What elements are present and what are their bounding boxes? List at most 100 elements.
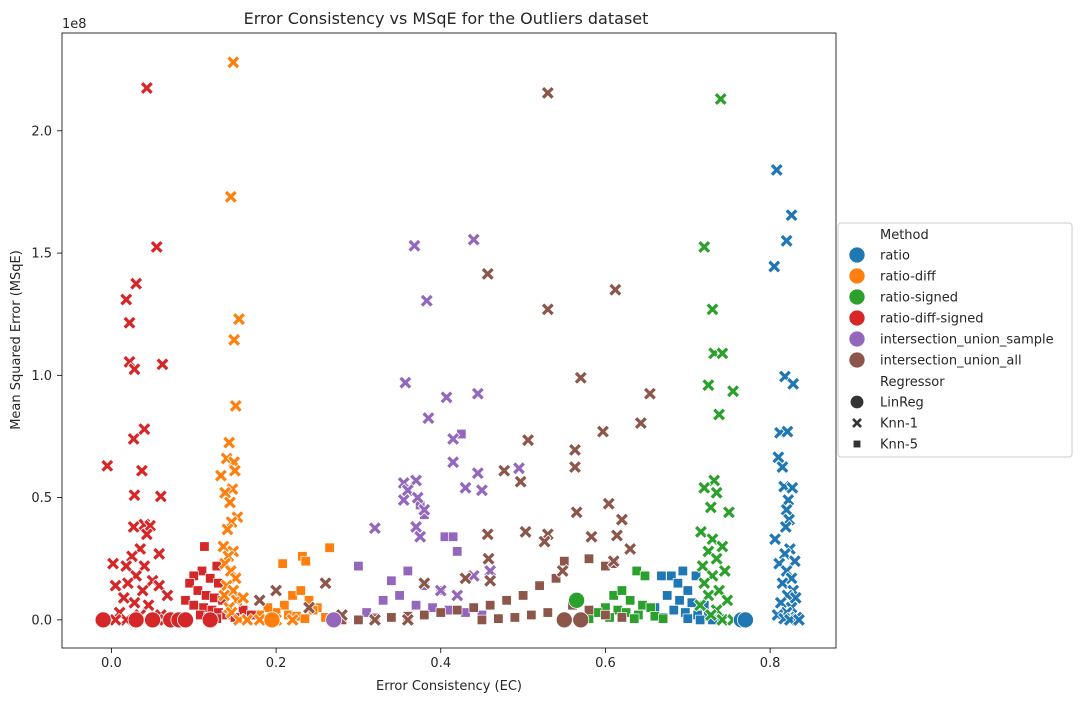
x-tick-label: 0.4 — [430, 656, 451, 671]
point-intersection_union_all-knn-1 — [481, 551, 496, 566]
point-intersection_union_all-knn-1 — [633, 415, 648, 431]
point-ratio-diff-signed-knn-1 — [105, 556, 121, 571]
point-intersection_union_all-knn-1 — [518, 524, 533, 539]
legend-regressor-title: Regressor — [880, 375, 945, 390]
point-intersection_union_all-knn-5 — [542, 607, 553, 618]
point-intersection_union_all-linreg — [555, 611, 573, 629]
point-ratio-diff-signed-knn-1 — [127, 362, 142, 377]
point-ratio-signed-knn-1 — [715, 612, 730, 627]
point-ratio-signed-knn-1 — [715, 539, 730, 554]
legend-marker-ratio-diff — [848, 267, 866, 285]
point-intersection_union_sample-knn-5 — [402, 565, 413, 577]
legend-marker-intersection_union_all — [848, 351, 866, 369]
point-ratio-diff-signed-knn-1 — [126, 519, 141, 535]
point-intersection_union_sample-knn-1 — [408, 473, 424, 488]
point-ratio-diff-signed-knn-1 — [137, 422, 152, 437]
point-intersection_union_all-knn-1 — [540, 85, 555, 100]
plot-frame — [61, 32, 837, 649]
point-intersection_union_all-knn-5 — [518, 590, 529, 601]
point-ratio-diff-knn-1 — [240, 612, 255, 627]
point-ratio-diff-signed-knn-1 — [100, 458, 115, 473]
point-intersection_union_sample-knn-1 — [417, 502, 432, 517]
x-tick-label: 0.0 — [101, 656, 122, 671]
point-intersection_union_sample-knn-5 — [410, 600, 422, 611]
point-ratio-knn-1 — [768, 532, 783, 547]
point-ratio-diff-knn-1 — [213, 468, 228, 483]
point-intersection_union_all-knn-1 — [569, 505, 584, 520]
y-tick-label: 1.5 — [31, 247, 52, 262]
x-tick-label: 0.6 — [595, 656, 616, 671]
point-intersection_union_all-knn-1 — [609, 528, 625, 543]
point-ratio-diff-signed-linreg — [177, 611, 194, 629]
point-ratio-knn-1 — [791, 612, 807, 627]
point-intersection_union_all-knn-5 — [526, 609, 537, 621]
point-ratio-diff-knn-5 — [324, 542, 335, 553]
point-ratio-signed-knn-1 — [712, 407, 727, 422]
point-ratio-signed-knn-1 — [705, 532, 720, 547]
legend-label-knn-1: Knn-1 — [880, 417, 918, 432]
point-ratio-diff-knn-1 — [223, 189, 238, 204]
point-intersection_union_all-knn-1 — [601, 496, 616, 511]
point-intersection_union_sample-knn-1 — [446, 455, 461, 470]
point-ratio-signed-knn-5 — [657, 613, 669, 624]
point-intersection_union_sample-knn-5 — [448, 531, 459, 542]
point-intersection_union_all-knn-5 — [616, 612, 628, 623]
point-intersection_union_all-knn-1 — [480, 266, 495, 281]
point-intersection_union_all-knn-1 — [567, 442, 583, 457]
point-intersection_union_sample-knn-1 — [421, 411, 436, 426]
point-ratio-diff-knn-1 — [228, 398, 243, 413]
point-ratio-diff-knn-5 — [300, 556, 311, 567]
point-intersection_union_all-knn-5 — [386, 612, 397, 623]
point-ratio-diff-signed-knn-1 — [126, 431, 141, 446]
legend-label-intersection_union_sample: intersection_union_sample — [880, 333, 1054, 348]
point-ratio-diff-signed-knn-1 — [139, 80, 154, 96]
point-intersection_union_sample-knn-1 — [419, 293, 434, 308]
legend-marker-knn-5 — [852, 439, 862, 449]
point-intersection_union_all-knn-5 — [509, 612, 520, 623]
point-ratio-knn-1 — [767, 259, 782, 274]
point-intersection_union_sample-knn-1 — [407, 238, 422, 253]
point-intersection_union_all-knn-1 — [540, 302, 555, 317]
point-ratio-diff-signed-knn-1 — [129, 276, 144, 291]
point-ratio-signed-knn-1 — [715, 346, 730, 361]
point-ratio-diff-linreg — [263, 611, 281, 629]
y-offset-text: 1e8 — [62, 17, 87, 32]
point-ratio-diff-knn-1 — [222, 435, 237, 450]
point-ratio-diff-signed-linreg — [144, 611, 162, 629]
point-ratio-knn-1 — [777, 546, 793, 561]
point-intersection_union_all-knn-1 — [269, 583, 284, 598]
point-intersection_union_all-knn-5 — [534, 580, 545, 591]
point-intersection_union_all-knn-1 — [367, 612, 382, 627]
point-ratio-knn-5 — [674, 595, 685, 606]
point-intersection_union_sample-knn-1 — [470, 386, 485, 401]
point-intersection_union_sample-knn-1 — [511, 461, 527, 476]
point-intersection_union_all-knn-1 — [608, 282, 623, 297]
point-intersection_union_all-knn-1 — [458, 571, 473, 586]
point-ratio-knn-5 — [672, 578, 684, 589]
legend-method-entries: ratio ratio-diff ratio-signed ratio-diff-si… — [848, 246, 1054, 369]
legend-marker-ratio — [848, 246, 866, 264]
point-intersection_union_all-knn-1 — [555, 563, 570, 579]
point-ratio-knn-5 — [656, 570, 667, 581]
point-intersection_union_all-knn-1 — [606, 554, 621, 569]
point-ratio-diff-knn-1 — [231, 312, 247, 327]
point-intersection_union_sample-knn-1 — [474, 483, 490, 498]
point-ratio-diff-knn-1 — [217, 588, 232, 603]
legend-marker-ratio-diff-signed — [848, 309, 866, 327]
point-intersection_union_all-knn-5 — [583, 553, 595, 564]
x-axis-label: Error Consistency (EC) — [376, 679, 522, 694]
point-ratio-knn-5 — [690, 570, 702, 581]
point-ratio-knn-1 — [775, 459, 790, 475]
y-tick-label: 0.0 — [31, 613, 52, 628]
point-intersection_union_all-knn-1 — [497, 463, 512, 478]
point-ratio-signed-knn-1 — [717, 563, 732, 579]
point-ratio-knn-5 — [695, 614, 706, 625]
point-intersection_union_all-knn-5 — [353, 614, 364, 625]
legend-marker-intersection_union_sample — [848, 330, 866, 348]
point-ratio-diff-signed-knn-1 — [155, 357, 170, 372]
legend-label-ratio-signed: ratio-signed — [880, 291, 958, 306]
point-ratio-knn-5 — [682, 613, 693, 624]
point-ratio-diff-signed-knn-1 — [139, 527, 154, 542]
point-intersection_union_all-knn-1 — [595, 424, 611, 439]
